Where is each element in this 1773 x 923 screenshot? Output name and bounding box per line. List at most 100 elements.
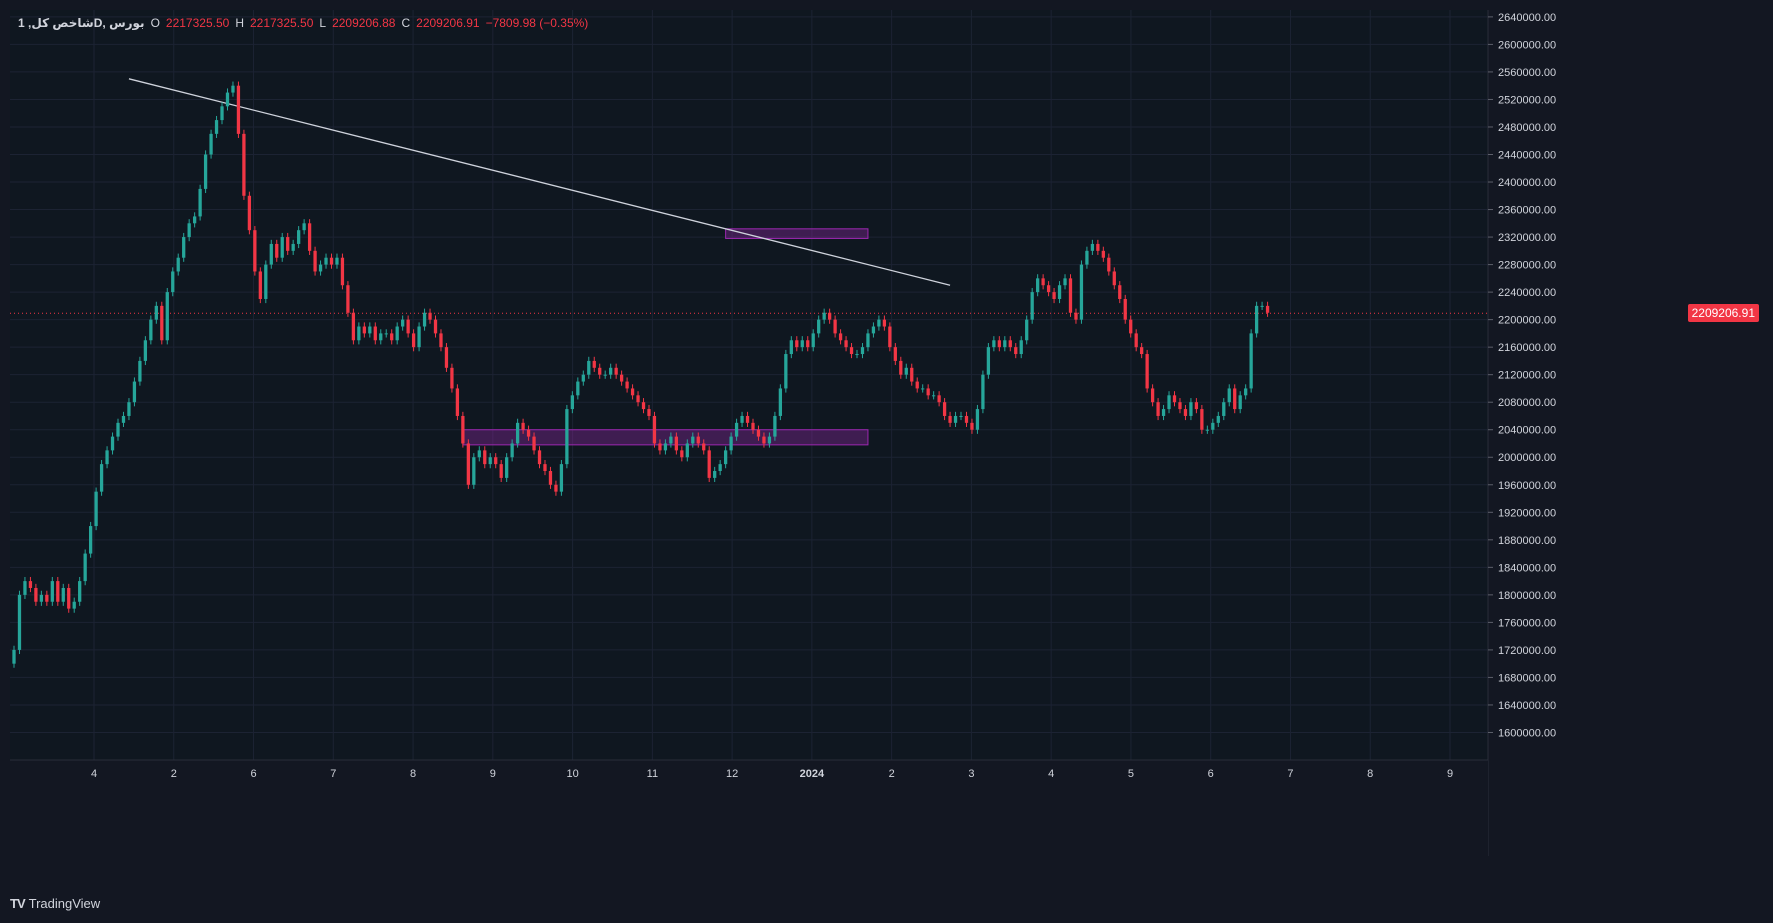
candle-body [855,354,859,356]
candle [384,329,388,338]
candle [275,239,279,262]
candle-body [132,381,137,403]
y-tick-label: 1600000.00 [1498,727,1556,739]
candle [729,432,733,455]
tradingview-brand[interactable]: TV TradingView [10,896,100,911]
candle [406,315,410,338]
candle [838,329,843,345]
candle-body [756,429,761,437]
plot-area[interactable]: 2640000.00 2600000.00 2560000.00 2520000.00… [10,10,1682,856]
candle [866,329,870,352]
candle [565,404,569,469]
candle [247,191,252,235]
candle-body [745,415,750,423]
candle-body [871,326,876,334]
candle [1063,274,1067,290]
candle-body [702,443,706,451]
candle [647,404,651,421]
candle-body [138,360,142,382]
x-tick-label: 8 [410,768,416,780]
candle [395,322,399,345]
candle [1123,294,1127,324]
candle-body [1216,415,1220,423]
candle [543,460,547,476]
candle [1145,349,1149,393]
candle [811,329,815,352]
brand-name: TradingView [28,896,101,911]
candle [652,411,657,448]
candle-body [1265,305,1270,313]
candle-body [78,581,82,602]
candle [12,645,16,668]
high-label: H [235,16,244,30]
y-tick-label: 1760000.00 [1498,617,1556,629]
candle [997,336,1001,352]
y-tick-label: 2120000.00 [1498,370,1556,382]
candle [510,439,514,462]
candle [127,398,131,421]
candle [658,439,662,455]
candle [171,267,175,297]
candle [970,418,974,434]
candle [269,239,273,269]
candle-body [691,436,695,444]
candle-body [176,257,180,272]
candle [23,576,27,599]
candle-body [537,450,542,465]
candle [937,391,941,407]
candle-body [357,326,361,341]
candle [986,343,991,379]
candle [1036,274,1040,297]
candle [34,583,38,606]
candle-body [630,388,635,396]
candle-body [83,553,87,582]
trend-line [128,78,951,286]
candle [1134,329,1138,352]
candle-body [959,415,963,417]
candle-body [526,429,531,437]
candle [88,521,93,558]
candlestick-chart[interactable]: 2640000.00 2600000.00 2560000.00 2520000.00… [10,10,1682,856]
y-tick-label: 2160000.00 [1498,342,1556,354]
candle-body [718,464,722,472]
candle [1074,308,1078,324]
candle-body [647,409,651,416]
candle-body [860,347,865,355]
candle [340,253,345,290]
candle [1265,301,1270,317]
candle [1249,329,1253,393]
candle-body [56,581,60,602]
candle [926,384,930,400]
symbol-label[interactable]: شاخص کل, 1D, بورس [18,16,145,30]
candle [959,411,963,421]
candle-body [981,374,985,410]
candle [373,322,377,345]
candle [806,336,810,352]
candle [439,329,443,352]
candle-body [1074,312,1078,320]
x-tick-label: 2 [171,768,177,780]
candle-body [619,374,624,382]
candle [636,391,640,407]
candle-body [247,195,252,231]
candle-body [499,464,503,478]
candle [789,336,793,359]
candle [401,315,405,331]
candle [833,315,837,338]
candle [351,308,356,345]
candle [680,446,684,462]
candle-body [61,587,65,602]
candle [346,281,350,317]
candle [526,425,531,441]
candle-body [1249,333,1253,389]
candle-body [23,581,27,595]
candle [1101,246,1105,262]
candle-body [1068,278,1073,313]
candle [1112,267,1116,290]
y-tick-label: 1640000.00 [1498,700,1556,712]
candle [291,239,295,255]
candle [193,212,197,228]
candle [411,329,416,352]
candle [532,432,536,455]
candle-body [658,443,662,451]
